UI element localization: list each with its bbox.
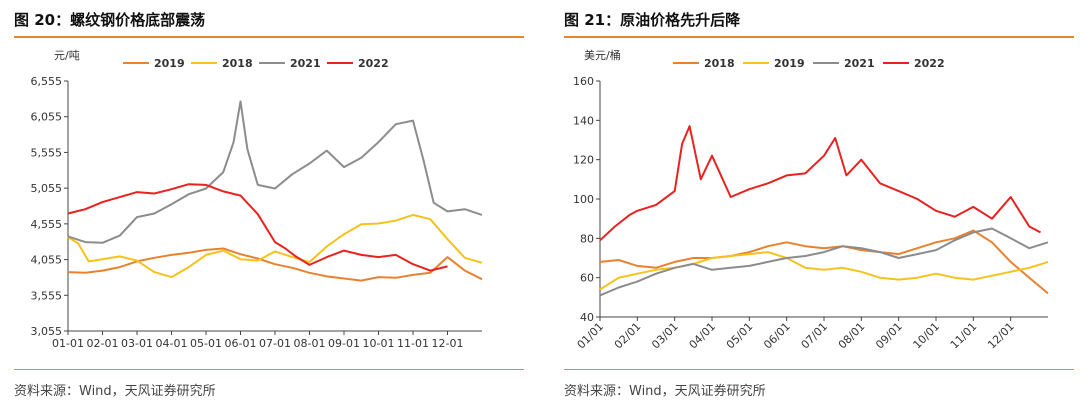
chart0-x-tick-label: 07-01 — [259, 337, 291, 350]
chart0-legend-label-2021: 2021 — [290, 57, 321, 70]
chart0-x-tick-label: 05-01 — [190, 337, 222, 350]
chart1-y-tick-label: 40 — [580, 311, 594, 324]
chart0-legend-label-2018: 2018 — [222, 57, 253, 70]
chart1-y-tick-label: 80 — [580, 232, 594, 245]
chart0-y-tick-label: 4,555 — [31, 218, 63, 231]
chart1-y-tick-label: 120 — [573, 154, 594, 167]
chart1-x-tick-label: 08/01 — [836, 320, 868, 352]
chart0-x-tick-label: 02-01 — [87, 337, 119, 350]
chart0-series-line-2022 — [67, 183, 448, 272]
left-chart-source: 资料来源：Wind，天风证券研究所 — [14, 384, 216, 399]
chart0-legend-label-2022: 2022 — [358, 57, 389, 70]
chart1-series-line-2021 — [599, 227, 1049, 297]
left-top-rule — [14, 36, 524, 38]
right-top-rule — [564, 36, 1074, 38]
right-line-chart: 美元/桶 2018 2019 2021 2022 160 140 120 100 80 60 4001… — [573, 48, 1049, 352]
chart0-y-tick-label: 5,055 — [31, 182, 63, 195]
chart1-x-tick-label: 11/01 — [948, 320, 980, 352]
right-chart-title: 图 21：原油价格先升后降 — [564, 11, 741, 29]
chart1-y-tick-label: 100 — [573, 193, 594, 206]
chart0-x-tick-label: 06-01 — [225, 337, 257, 350]
chart1-legend-label-2019: 2019 — [774, 57, 805, 70]
chart0-series-line-2018 — [67, 213, 483, 279]
chart0-y-tick-label: 3,055 — [31, 325, 63, 338]
chart0-unit-label: 元/吨 — [54, 49, 80, 62]
chart1-x-tick-label: 01/01 — [575, 320, 607, 352]
chart1-x-tick-label: 06/01 — [761, 320, 793, 352]
chart1-x-tick-label: 05/01 — [724, 320, 756, 352]
chart1-legend-label-2018: 2018 — [704, 57, 735, 70]
chart1-legend-label-2022: 2022 — [914, 57, 945, 70]
chart1-x-tick-label: 09/01 — [873, 320, 905, 352]
chart0-x-tick-label: 09-01 — [328, 337, 360, 350]
chart1-series-line-2018 — [599, 229, 1049, 295]
left-line-chart: 元/吨 2019 2018 2021 2022 6,555 6,055 5,555 5,055 4… — [31, 49, 483, 350]
chart0-y-tick-label: 6,555 — [31, 75, 63, 88]
right-chart-panel: 图 21：原油价格先升后降 美元/桶 2018 2019 2021 2022 160 140… — [550, 0, 1080, 411]
chart1-x-tick-label: 02/01 — [612, 320, 644, 352]
chart1-series-line-2022 — [599, 125, 1041, 242]
chart0-y-tick-label: 6,055 — [31, 111, 63, 124]
chart1-legend-label-2021: 2021 — [844, 57, 875, 70]
chart0-legend-label-2019: 2019 — [154, 57, 185, 70]
chart1-unit-label: 美元/桶 — [584, 48, 621, 62]
chart0-series-line-2019 — [67, 247, 483, 282]
chart0-x-tick-label: 04-01 — [156, 337, 188, 350]
chart0-x-tick-label: 03-01 — [121, 337, 153, 350]
chart1-y-tick-label: 140 — [573, 114, 594, 127]
chart0-x-tick-label: 10-01 — [363, 337, 395, 350]
right-bottom-rule — [564, 369, 1074, 370]
chart0-y-tick-label: 5,555 — [31, 146, 63, 159]
chart1-x-tick-label: 07/01 — [799, 320, 831, 352]
left-chart-title: 图 20：螺纹钢价格底部震荡 — [14, 11, 206, 29]
left-chart-panel: 图 20：螺纹钢价格底部震荡 元/吨 2019 2018 2021 2022 6,555 6… — [0, 0, 530, 411]
chart0-y-tick-label: 4,055 — [31, 254, 63, 267]
chart0-x-tick-label: 01-01 — [52, 337, 84, 350]
chart1-y-tick-label: 160 — [573, 75, 594, 88]
chart1-x-tick-label: 04/01 — [687, 320, 719, 352]
chart0-x-tick-label: 08-01 — [294, 337, 326, 350]
left-bottom-rule — [14, 369, 524, 370]
chart1-x-tick-label: 10/01 — [911, 320, 943, 352]
chart1-y-tick-label: 60 — [580, 272, 594, 285]
chart0-x-tick-label: 12-01 — [432, 337, 464, 350]
right-chart-source: 资料来源：Wind，天风证券研究所 — [564, 384, 766, 399]
chart0-y-tick-label: 3,555 — [31, 289, 63, 302]
chart0-x-tick-label: 11-01 — [397, 337, 429, 350]
chart0-series-line-2021 — [67, 100, 483, 244]
chart1-x-tick-label: 12/01 — [985, 320, 1017, 352]
chart1-x-tick-label: 03/01 — [649, 320, 681, 352]
